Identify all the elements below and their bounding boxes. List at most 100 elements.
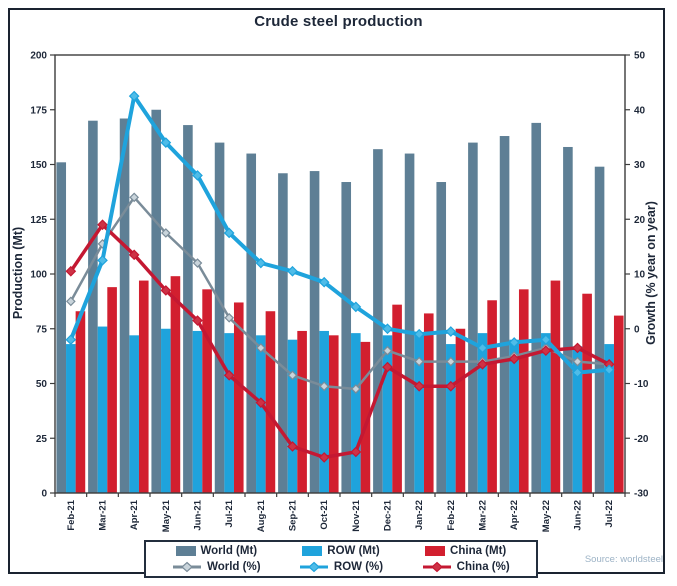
marker-world-dec-21 (382, 345, 393, 356)
marker-china-feb-21 (65, 265, 77, 277)
bar-china-mt-apr-22 (518, 289, 529, 493)
bar-world-mt-aug-21 (246, 153, 257, 494)
line-path-china (69, 222, 611, 460)
bar-world-mt-mar-22 (468, 142, 478, 493)
marker-row-sep-21 (287, 265, 298, 277)
y-axis-label-left: Production (Mt) (11, 226, 25, 320)
bar-world-mt-jul-22 (594, 166, 605, 493)
bar-row-mt-jun-21 (192, 330, 203, 493)
legend-swatch-world-mt (175, 546, 196, 556)
bar-world-mt-apr-21 (119, 118, 130, 493)
y-left-tick-label-0: 0 (41, 489, 47, 500)
x-axis-label-feb-21: Feb-21 (66, 499, 77, 530)
bar-world-mt-oct-21 (309, 171, 320, 493)
bar-world-mt-feb-21 (56, 162, 67, 493)
marker-row-apr-22 (508, 337, 520, 348)
x-axis-label-may-22: May-22 (541, 500, 552, 532)
legend-label-row-mt: ROW (Mt) (327, 545, 380, 557)
legend-label-row: ROW (%) (333, 561, 384, 573)
marker-row-may-21 (160, 137, 172, 148)
legend-line-sample-world (173, 561, 202, 573)
bar-china-mt-may-22 (550, 280, 561, 493)
x-axis-label-jun-21: Jun-21 (193, 499, 204, 530)
marker-row-mar-21 (97, 254, 108, 266)
y-left-tick-label-50: 50 (36, 379, 48, 390)
marker-row-feb-22 (445, 326, 457, 337)
marker-row-aug-21 (255, 257, 267, 269)
marker-china-sep-21 (287, 441, 298, 452)
line-series-china (65, 219, 615, 463)
y-left-tick-label-175: 175 (30, 105, 47, 116)
marker-world-jan-22 (414, 356, 425, 367)
bar-world-mt-jan-22 (404, 153, 415, 494)
bar-china-mt-jul-22 (613, 315, 624, 493)
legend-item-row: ROW (%) (279, 561, 404, 573)
y-right-tick-label--10: -10 (634, 379, 649, 390)
legend-label-world-mt: World (Mt) (200, 545, 258, 557)
bar-series-row-mt (66, 326, 614, 493)
x-axis-label-jul-21: Jul-21 (224, 499, 235, 527)
y-right-tick-label-10: 10 (634, 270, 646, 281)
bar-row-mt-nov-21 (351, 333, 361, 493)
bar-row-mt-jun-22 (572, 346, 583, 493)
x-axis-label-apr-22: Apr-22 (509, 500, 520, 530)
marker-china-apr-22 (508, 353, 520, 365)
marker-row-jul-22 (603, 364, 615, 376)
bar-world-mt-jun-22 (563, 146, 573, 494)
bar-china-mt-mar-22 (487, 300, 497, 493)
y-left-tick-label-200: 200 (30, 51, 47, 62)
bar-row-mt-aug-21 (256, 335, 266, 493)
legend-label-china: China (%) (456, 561, 510, 573)
bar-world-mt-feb-22 (436, 182, 447, 493)
x-axis-label-may-21: May-21 (161, 499, 172, 532)
bar-row-mt-feb-22 (446, 344, 456, 493)
x-axis-label-jun-22: Jun-22 (573, 500, 584, 531)
legend-item-china-mt: China (Mt) (403, 545, 528, 557)
legend-item-world-mt: World (Mt) (154, 545, 279, 557)
y-left-tick-label-25: 25 (36, 434, 48, 445)
y-right-tick-label-50: 50 (634, 51, 646, 62)
bar-china-mt-aug-21 (265, 311, 276, 493)
legend: World (Mt) ROW (Mt) China (Mt) World (%) ROW… (144, 540, 538, 578)
x-axis-label-mar-21: Mar-21 (98, 499, 109, 530)
marker-row-jun-22 (572, 367, 583, 378)
marker-china-nov-21 (350, 446, 362, 458)
x-axis-label-sep-21: Sep-21 (288, 499, 299, 531)
marker-world-sep-21 (287, 370, 298, 381)
bar-world-mt-may-22 (531, 122, 542, 493)
marker-row-dec-21 (382, 323, 393, 335)
bar-row-mt-mar-22 (477, 333, 488, 493)
legend-label-china-mt: China (Mt) (450, 545, 507, 557)
marker-china-mar-21 (97, 219, 108, 231)
bar-row-mt-oct-21 (319, 330, 329, 493)
marker-world-aug-21 (255, 343, 266, 353)
x-axis-label-jul-22: Jul-22 (604, 500, 615, 527)
marker-world-jun-21 (192, 258, 203, 268)
bar-row-mt-apr-21 (129, 335, 139, 493)
marker-china-feb-22 (445, 380, 457, 392)
bar-row-mt-feb-21 (66, 344, 76, 493)
marker-row-jun-21 (192, 170, 203, 181)
marker-row-may-22 (540, 334, 552, 346)
y-left-tick-label-150: 150 (30, 160, 47, 171)
y-right-tick-label-20: 20 (634, 215, 646, 226)
marker-row-nov-21 (350, 301, 362, 313)
bar-row-mt-mar-21 (97, 326, 108, 493)
marker-world-may-21 (160, 228, 171, 238)
bar-china-mt-jan-22 (423, 313, 434, 493)
bar-series-china-mt (75, 276, 624, 493)
marker-china-oct-21 (318, 452, 330, 463)
y-right-tick-label-40: 40 (634, 105, 646, 116)
bar-china-mt-jun-21 (202, 289, 212, 493)
y-right-tick-label-0: 0 (634, 324, 640, 335)
bar-world-mt-sep-21 (278, 173, 288, 493)
bar-row-mt-may-22 (541, 333, 551, 493)
marker-china-jul-21 (223, 369, 235, 381)
marker-row-apr-21 (128, 90, 140, 102)
bar-china-mt-oct-21 (328, 335, 339, 493)
y-axis-left: 0 25 50 75 100 125 150 175 200 (30, 51, 55, 500)
bar-row-mt-dec-21 (382, 335, 393, 493)
legend-item-world: World (%) (154, 561, 279, 573)
legend-label-world: World (%) (207, 561, 261, 573)
legend-line-sample-china (422, 561, 451, 573)
